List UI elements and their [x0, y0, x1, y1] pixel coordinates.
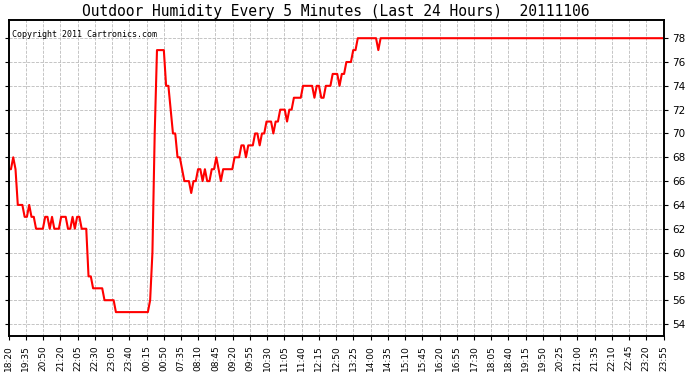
Text: Copyright 2011 Cartronics.com: Copyright 2011 Cartronics.com: [12, 30, 157, 39]
Title: Outdoor Humidity Every 5 Minutes (Last 24 Hours)  20111106: Outdoor Humidity Every 5 Minutes (Last 2…: [82, 4, 590, 19]
